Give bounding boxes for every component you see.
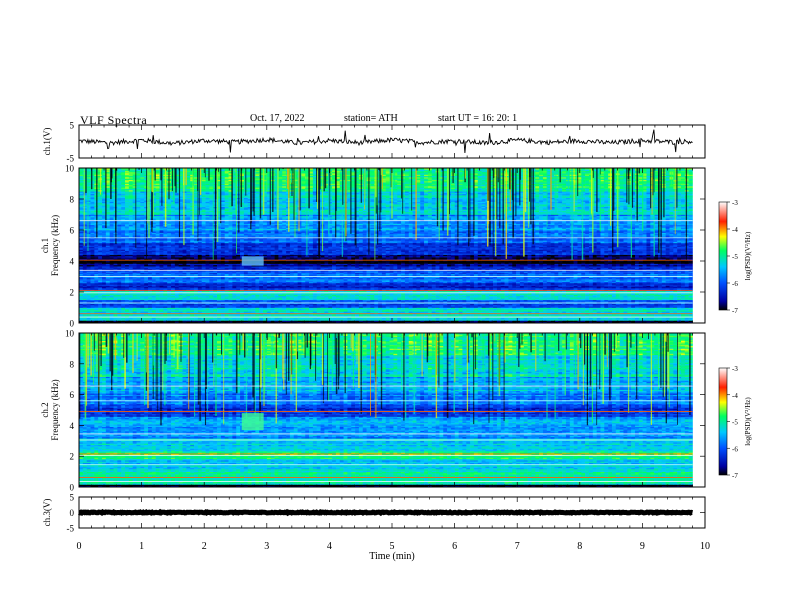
y-axis-label: ch.1(V): [42, 128, 52, 156]
y-tick-label: -5: [67, 154, 75, 164]
ch1-waveform-panel: 5 -5 ch.1(V): [42, 121, 705, 164]
waveform-trace: [79, 130, 693, 153]
y-tick-label: 5: [70, 121, 75, 131]
